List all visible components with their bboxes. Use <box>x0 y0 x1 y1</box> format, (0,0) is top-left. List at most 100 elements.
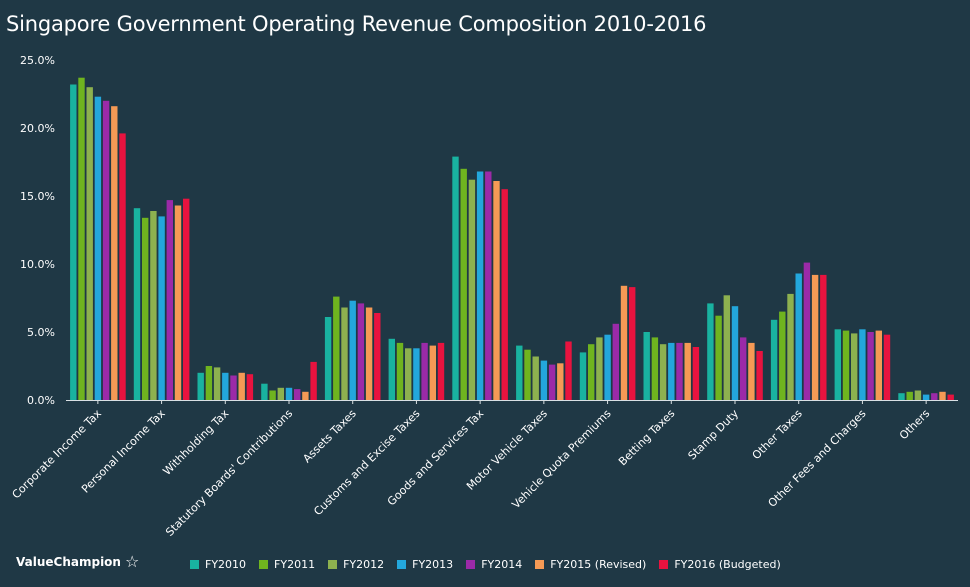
legend-label: FY2011 <box>274 558 316 571</box>
bar <box>707 303 714 400</box>
bar <box>795 273 802 400</box>
bar <box>349 300 356 400</box>
legend-label: FY2014 <box>481 558 523 571</box>
bar <box>723 295 730 400</box>
bar <box>947 394 954 400</box>
legend-label: FY2013 <box>412 558 454 571</box>
bar <box>548 364 556 400</box>
bar <box>579 352 587 400</box>
legend-item: FY2016 (Budgeted) <box>659 558 781 571</box>
bar <box>493 181 500 400</box>
bar <box>205 366 213 400</box>
bar <box>70 84 77 400</box>
bar <box>676 342 683 400</box>
bar <box>540 360 548 400</box>
legend-item: FY2014 <box>466 558 522 571</box>
bar <box>238 372 245 400</box>
bar <box>898 393 905 400</box>
legend-swatch <box>659 560 669 569</box>
bar <box>748 342 755 400</box>
bar <box>906 391 913 400</box>
bar <box>357 303 365 400</box>
bar <box>396 342 404 400</box>
legend-label: FY2015 (Revised) <box>550 558 647 571</box>
chart-legend: FY2010 FY2011 FY2012 FY2013 FY2014 FY2015 (Re… <box>190 558 794 571</box>
bar <box>197 372 204 400</box>
y-tick-label: 10.0% <box>20 258 55 271</box>
bar <box>557 363 564 400</box>
bar <box>939 391 946 400</box>
x-category-label: Stamp Duty <box>686 407 742 463</box>
bar <box>779 311 786 400</box>
x-category-label: Assets Taxes <box>300 407 359 466</box>
bar <box>405 348 412 400</box>
bar <box>834 329 841 400</box>
legend-swatch <box>190 560 199 569</box>
bar <box>246 374 254 400</box>
bar <box>310 361 317 400</box>
legend-swatch <box>259 560 269 569</box>
y-tick-label: 5.0% <box>27 326 55 339</box>
bar <box>770 319 778 400</box>
bar <box>516 345 523 400</box>
legend-item: FY2012 <box>328 558 384 571</box>
legend-label: FY2010 <box>205 558 247 571</box>
bar <box>102 100 110 401</box>
bar <box>851 333 858 400</box>
bar <box>269 390 276 400</box>
bar <box>166 200 173 400</box>
bar <box>867 332 874 400</box>
legend-label: FY2016 (Budgeted) <box>674 558 781 571</box>
legend-label: FY2012 <box>343 558 385 571</box>
bar <box>86 87 93 400</box>
bar <box>183 198 190 400</box>
bar <box>413 348 420 400</box>
bar <box>787 293 794 400</box>
bar <box>341 307 348 400</box>
bar <box>285 387 293 400</box>
bar <box>740 337 747 400</box>
legend-swatch <box>397 560 407 569</box>
bar <box>365 307 373 400</box>
bar <box>261 383 268 400</box>
bar <box>324 317 332 400</box>
bar <box>643 332 650 400</box>
bar <box>659 344 667 400</box>
bar <box>803 262 811 400</box>
bar <box>452 156 459 400</box>
bar <box>460 168 467 400</box>
bar <box>476 171 484 400</box>
bar <box>388 338 395 400</box>
y-tick-label: 20.0% <box>20 122 55 135</box>
bar <box>620 285 628 400</box>
bar <box>94 96 102 400</box>
x-category-label: Withholding Tax <box>160 407 231 478</box>
x-category-label: Betting Taxes <box>616 407 678 469</box>
bar <box>111 106 118 400</box>
bar <box>756 351 763 400</box>
bar <box>524 349 531 400</box>
legend-swatch <box>466 560 476 569</box>
bar <box>914 390 922 400</box>
bar <box>230 375 237 400</box>
bar <box>692 347 700 400</box>
legend-swatch <box>535 560 545 569</box>
legend-item: FY2013 <box>397 558 453 571</box>
brand-name: ValueChampion <box>16 554 121 569</box>
legend-swatch <box>328 560 338 569</box>
bar <box>883 334 891 400</box>
chart-title: Singapore Government Operating Revenue C… <box>6 12 707 36</box>
legend-item: FY2015 (Revised) <box>535 558 646 571</box>
x-category-label: Other Taxes <box>750 407 805 462</box>
bar <box>294 389 301 400</box>
bar <box>629 287 636 400</box>
bar <box>820 274 827 400</box>
bar <box>485 171 492 400</box>
bar <box>922 394 930 400</box>
bar <box>429 345 436 400</box>
x-category-label: Others <box>897 407 933 443</box>
legend-item: FY2011 <box>259 558 315 571</box>
bar <box>612 323 619 400</box>
bar <box>78 77 85 400</box>
x-category-label: Statutory Boards' Contributions <box>163 407 295 539</box>
